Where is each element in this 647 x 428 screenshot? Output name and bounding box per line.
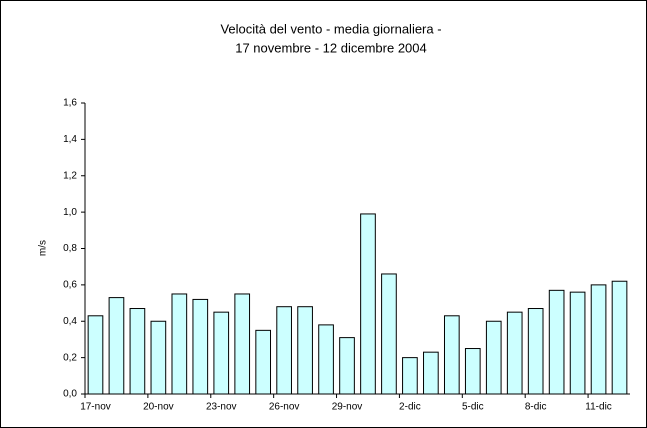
x-tick-label: 17-nov: [80, 402, 111, 413]
y-tick-label: 1,0: [63, 207, 77, 218]
y-axis-label: m/s: [38, 240, 49, 256]
x-tick-label: 26-nov: [269, 402, 300, 413]
x-tick-label: 2-dic: [399, 402, 421, 413]
y-tick-label: 0,4: [63, 316, 77, 327]
x-tick-label: 11-dic: [585, 402, 612, 413]
y-tick-label: 0,6: [63, 280, 77, 291]
bar: [234, 293, 251, 395]
bar: [548, 289, 565, 395]
chart-title: Velocità del vento - media giornaliera -: [220, 21, 441, 36]
y-tick-label: 1,4: [63, 134, 77, 145]
bar: [129, 308, 146, 395]
bar: [423, 351, 439, 395]
bar: [255, 329, 272, 395]
bar: [402, 357, 418, 395]
bar: [150, 320, 167, 395]
x-tick-label: 29-nov: [332, 402, 363, 413]
y-tick-label: 1,2: [63, 170, 77, 181]
bar: [87, 315, 104, 395]
bar: [192, 298, 209, 395]
chart-subtitle: 17 novembre - 12 dicembre 2004: [235, 40, 427, 55]
bar: [569, 291, 586, 395]
bar: [360, 213, 376, 395]
bar: [339, 337, 355, 395]
bar: [464, 348, 481, 395]
bar: [213, 311, 230, 395]
bar: [381, 273, 397, 395]
bar: [318, 324, 334, 395]
bar: [297, 306, 313, 395]
bar: [108, 297, 125, 395]
y-tick-label: 0,8: [63, 243, 77, 254]
bar: [611, 280, 628, 395]
y-tick-label: 1,6: [63, 98, 77, 109]
x-tick-label: 8-dic: [525, 402, 547, 413]
bar: [171, 293, 188, 395]
bar: [506, 311, 523, 395]
bar: [276, 306, 292, 395]
bar: [527, 308, 544, 395]
bar: [590, 284, 607, 395]
bar: [443, 315, 460, 395]
x-tick-label: 20-nov: [143, 402, 174, 413]
y-tick-label: 0,2: [63, 352, 77, 363]
y-tick-label: 0,0: [63, 389, 77, 400]
bar: [485, 320, 502, 395]
x-tick-label: 5-dic: [462, 402, 484, 413]
x-tick-label: 23-nov: [206, 402, 237, 413]
